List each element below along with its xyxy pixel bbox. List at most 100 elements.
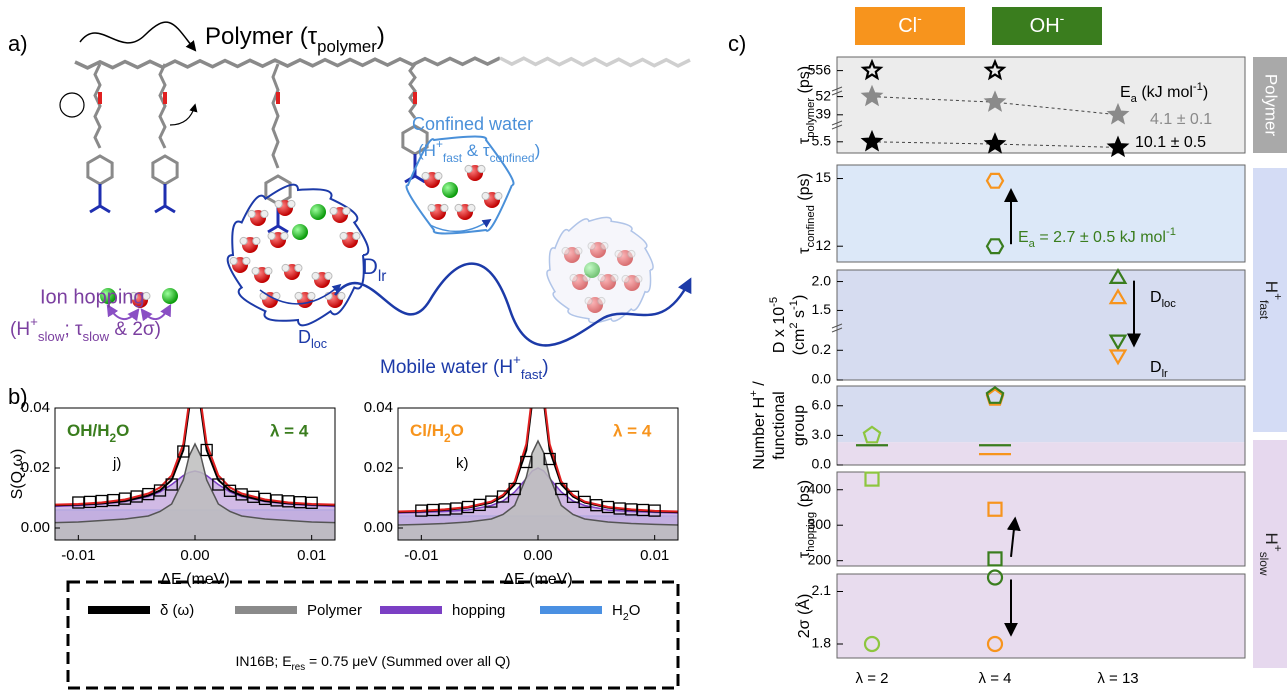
hydrogen [281,232,288,239]
x-tick-label: -0.01 [61,547,95,564]
hydrogen [353,232,360,239]
hydrogen [570,274,577,281]
y-tick-label: 0.2 [812,341,832,357]
y-axis-label: 2σ (Å) [794,594,813,639]
rotation-arrow [60,93,84,117]
text-part: confined [805,205,817,247]
text-part: (H [418,141,436,160]
text-part: polymer [317,37,377,56]
hydrogen [243,257,250,264]
ion [292,224,308,240]
panel-c: Cl-OH-PolymerH+fastH+slow5.53952556τpoly… [748,7,1287,687]
annotation: λ = 4 [613,421,652,440]
text-part: D x 10 [771,307,788,353]
panel-a-illustration [60,22,690,345]
text-part: loc [311,337,327,351]
text-part: polymer [805,98,817,138]
hydrogen [252,267,259,274]
x-tick-label: λ = 2 [856,670,889,687]
x-tick-label: λ = 4 [979,670,1012,687]
hydrogen [248,210,255,217]
x-tick-label: 0.01 [640,547,669,564]
ion [162,288,178,304]
ion-hopping-label: Ion hopping [40,286,145,308]
text-part: (ps) [796,66,813,98]
text-part: E [1018,229,1029,246]
side-chain [273,64,278,168]
x-tick-label: 0.00 [523,547,552,564]
polymer-title: Polymer (τpolymer) [205,23,385,56]
hydrogen [562,247,569,254]
text-part: & τ [462,141,490,160]
area-fill [55,444,335,540]
hydrogen [478,165,485,172]
text-part: ) [1203,84,1208,101]
subplot: 1215τconfined (ps)Ea = 2.7 ± 0.5 kJ mol-… [796,165,1245,262]
panel-tag: k) [456,455,469,472]
hydrogen [253,237,260,244]
side-label: Polymer [1262,74,1281,137]
hydrogen [575,247,582,254]
hydrogen [585,297,592,304]
text-part: (ps) [796,480,813,512]
ring [153,156,177,184]
y-tick-label: 39 [815,106,831,122]
legend: δ (ω)PolymerhoppingH2O [88,602,640,623]
rotation-arrow [170,105,195,125]
text-part: D [298,327,311,347]
background [837,472,1245,566]
text-part: E [1120,84,1131,101]
ring [88,156,112,184]
data-point [190,319,201,330]
text-part: + [513,352,521,367]
text-part: D [362,254,378,279]
y-tick-label: 0.02 [364,459,393,476]
legend-box [68,582,678,688]
ion-hopping-detail: (H+slow; τslow & 2σ) [10,314,161,344]
text-part: ) [377,23,385,50]
amine [90,184,110,212]
hydrogen [598,297,605,304]
text-part: Polymer (τ [205,23,318,50]
text-part: D [1150,289,1162,306]
annotation: 10.1 ± 0.5 [1135,134,1206,151]
y-axis-label: τconfined (ps) [796,173,817,254]
text-part: + [436,137,443,151]
text-part: OH/H [67,421,110,440]
hydrogen [325,272,332,279]
text-part: ) [542,357,548,378]
hydrogen [601,242,608,249]
chart-title: OH/H2O [67,421,129,445]
side-chain [410,64,415,118]
figure: a) Polymer (τpolymer) Confined water (H+… [0,0,1287,693]
text-part: / [751,381,768,390]
ion [442,182,458,198]
motion-arrow [80,22,195,50]
text-part: slow [38,329,65,344]
hydrogen [265,267,272,274]
text-part: IN16B; E [236,653,292,669]
text-part: -1 [1193,81,1203,93]
text-part: O [451,421,464,440]
d-loc-label: Dloc [298,327,327,352]
text-part: fast [1257,300,1271,320]
x-axis-label: ΔE (meV) [160,571,229,588]
y-tick-label: 2.0 [812,272,832,288]
text-part: lr [1162,368,1168,380]
x-tick-label: λ = 13 [1097,670,1138,687]
y-tick-label: 1.8 [812,635,832,651]
y-tick-label: 0.00 [364,519,393,536]
side-chain [95,64,100,148]
y-axis-label: D x 10-5 [768,297,788,353]
background [837,386,1245,442]
text-part: (kJ mol [1137,84,1193,101]
ion [310,204,326,220]
legend-note: IN16B; Eres = 0.75 μeV (Summed over all … [236,653,511,673]
subplot: 5.53952556τpolymer (ps)Ea (kJ mol-1)4.1 … [796,57,1245,155]
y-axis-label: (cm2 s-1) [788,295,808,356]
polymer-backbone [500,58,690,66]
y-axis-label: functional [771,391,788,460]
background [837,165,1245,262]
hydrogen [338,292,345,299]
hydrogen [611,274,618,281]
